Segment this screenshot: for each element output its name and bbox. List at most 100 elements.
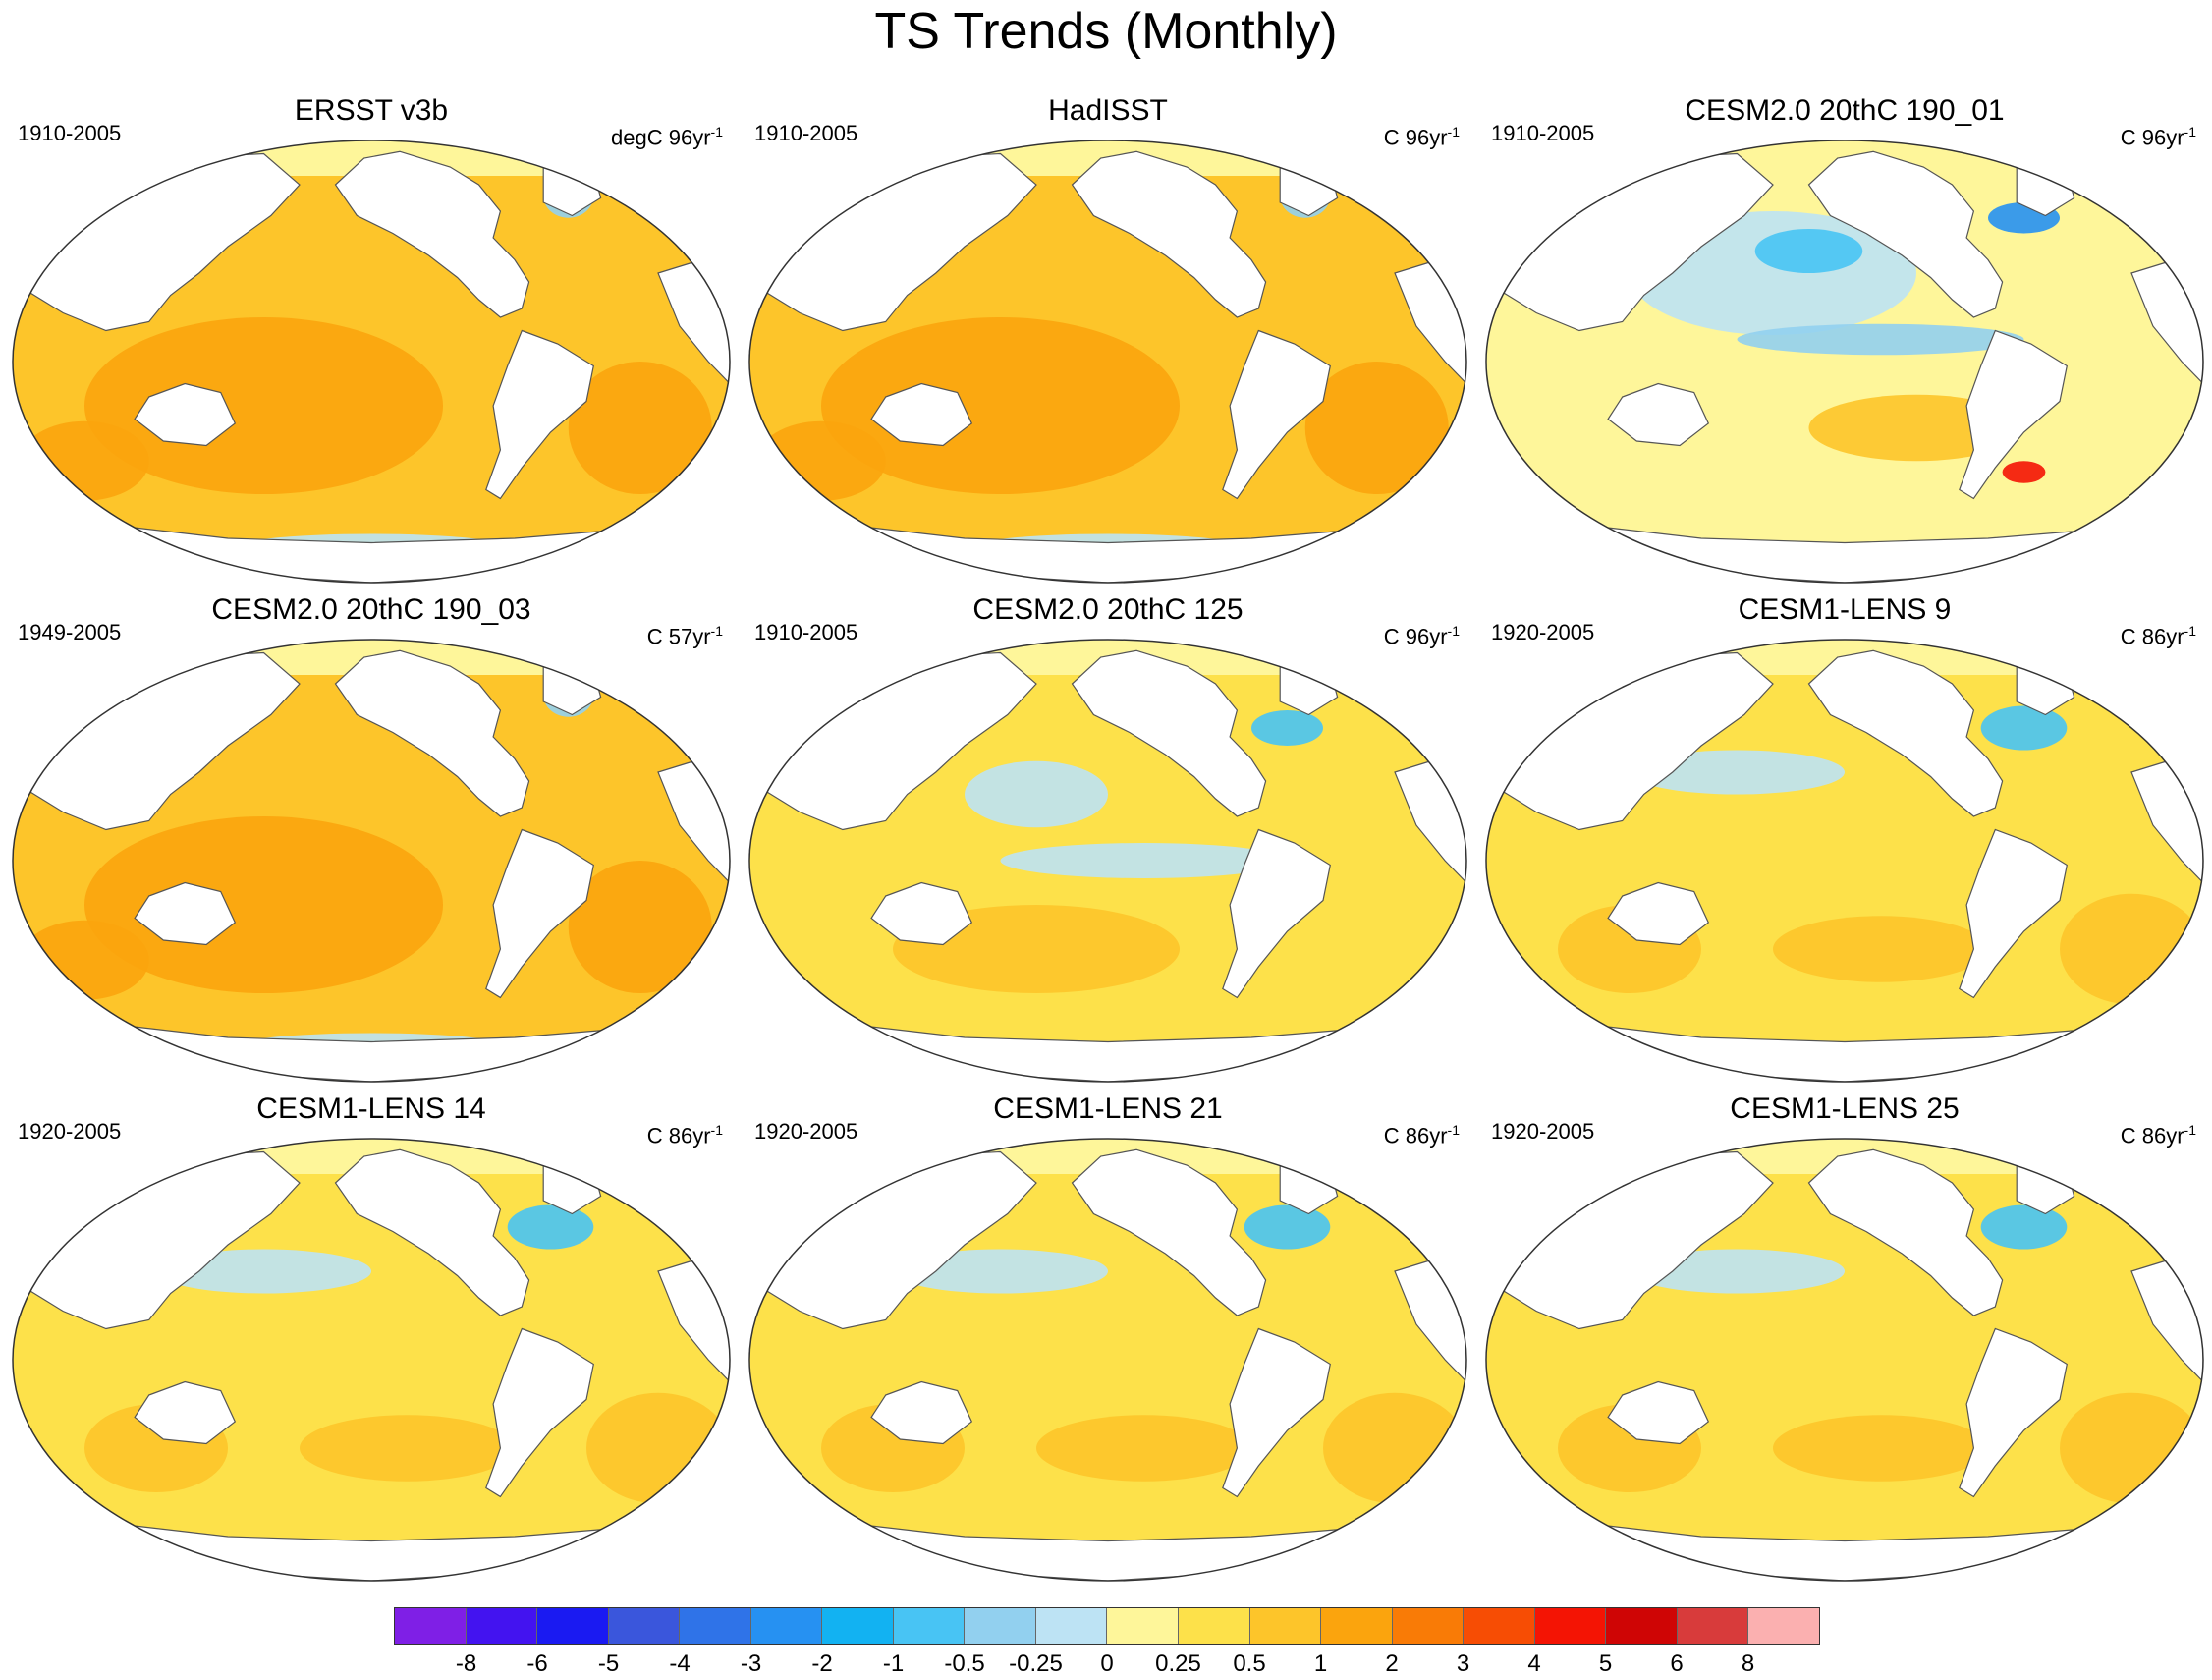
trend-anomaly-region: [1304, 362, 1449, 494]
colorbar-tick-label: -1: [882, 1651, 905, 1677]
colorbar-swatch: [1606, 1608, 1678, 1644]
map-border: [1485, 140, 2204, 584]
map-border: [1485, 639, 2204, 1083]
trend-anomaly-region: [20, 420, 149, 501]
landmass-australia: [134, 881, 237, 946]
landmass-south-america: [485, 1327, 594, 1498]
landmass-australia: [1607, 1380, 1710, 1445]
map-border: [748, 639, 1467, 1083]
units-text: C 86yr: [2120, 624, 2184, 649]
colorbar-tick-label: 5: [1598, 1651, 1613, 1677]
units-exponent: -1: [710, 1122, 723, 1138]
trend-anomaly-region: [586, 1392, 730, 1504]
panel-units: C 86yr-1: [647, 1115, 723, 1150]
units-exponent: -1: [710, 623, 723, 639]
units-exponent: -1: [1447, 623, 1460, 639]
units-text: C 96yr: [1383, 624, 1448, 649]
colorbar-tick-label: 0: [1100, 1651, 1114, 1677]
colorbar-tick-label: -2: [811, 1651, 833, 1677]
units-text: C 86yr: [646, 1123, 711, 1148]
map-panel: CESM2.0 20thC 190_03 1949-2005 C 57yr-1: [8, 592, 735, 1084]
trend-anomaly-region: [756, 420, 886, 501]
units-text: C 96yr: [2120, 125, 2184, 150]
panel-period: 1949-2005: [18, 620, 122, 644]
colorbar-swatch: [750, 1608, 823, 1644]
landmass-south-america: [1959, 329, 2068, 500]
map-panel: CESM1-LENS 14 1920-2005 C 86yr-1: [8, 1092, 735, 1583]
map-panel: CESM1-LENS 21 1920-2005 C 86yr-1: [745, 1092, 1471, 1583]
map-border: [1485, 1138, 2204, 1582]
trend-anomaly-region: [84, 317, 443, 494]
panel-title: CESM2.0 20thC 190_03: [211, 593, 531, 626]
landmass-north-america: [334, 1148, 530, 1316]
trend-anomaly-region: [2060, 1392, 2203, 1504]
landmass-south-america: [1222, 1327, 1331, 1498]
panel-units: C 86yr-1: [1384, 1115, 1460, 1150]
panel-title: CESM2.0 20thC 125: [972, 593, 1244, 626]
colorbar-swatch: [1748, 1608, 1819, 1644]
map-border: [748, 140, 1467, 584]
colorbar-swatch: [893, 1608, 966, 1644]
colorbar-swatch: [537, 1608, 609, 1644]
units-exponent: -1: [2184, 623, 2196, 639]
trend-anomaly-region: [1980, 1204, 2068, 1250]
colorbar-swatch: [608, 1608, 681, 1644]
trend-anomaly-region: [1773, 1415, 1988, 1482]
trend-anomaly-region: [2002, 461, 2046, 483]
map-panel: ERSST v3b 1910-2005 degC 96yr-1: [8, 93, 735, 585]
units-exponent: -1: [1447, 1122, 1460, 1138]
units-exponent: -1: [710, 124, 723, 140]
colorbar-swatch: [1035, 1608, 1108, 1644]
projected-map: [12, 1138, 731, 1582]
colorbar-tick-label: 3: [1456, 1651, 1470, 1677]
colorbar-swatch: [1677, 1608, 1749, 1644]
trend-anomaly-region: [568, 362, 712, 494]
landmass-south-america: [485, 828, 594, 999]
landmass-north-america: [334, 649, 530, 817]
trend-anomaly-region: [821, 317, 1180, 494]
colorbar-tick-label: -5: [597, 1651, 620, 1677]
colorbar-swatch: [965, 1608, 1036, 1644]
colorbar-swatch: [1107, 1608, 1180, 1644]
trend-anomaly-region: [1737, 323, 2024, 356]
trend-anomaly-region: [507, 1204, 594, 1250]
colorbar-swatch: [1321, 1608, 1393, 1644]
colorbar-swatch: [1179, 1608, 1250, 1644]
landmass-australia: [134, 1380, 237, 1445]
landmass-north-america: [1807, 1148, 2004, 1316]
colorbar-tick-label: 0.25: [1155, 1651, 1201, 1677]
colorbar-swatch: [466, 1608, 538, 1644]
landmass-australia: [1607, 382, 1710, 447]
map-panel: CESM1-LENS 25 1920-2005 C 86yr-1: [1481, 1092, 2208, 1583]
panel-units: C 86yr-1: [2121, 616, 2196, 651]
units-text: degC 96yr: [611, 125, 711, 150]
trend-anomaly-region: [84, 816, 443, 993]
map-panel: CESM1-LENS 9 1920-2005 C 86yr-1: [1481, 592, 2208, 1084]
panel-title: CESM1-LENS 14: [256, 1092, 486, 1125]
panel-period: 1910-2005: [18, 121, 122, 145]
projected-map: [12, 140, 731, 584]
colorbar-tick-label: 2: [1385, 1651, 1399, 1677]
landmass-south-america: [1222, 329, 1331, 500]
panel-period: 1920-2005: [1491, 1119, 1595, 1144]
projected-map: [748, 639, 1467, 1083]
panel-units: C 86yr-1: [2121, 1115, 2196, 1150]
projected-map: [748, 140, 1467, 584]
colorbar-swatch: [822, 1608, 894, 1644]
panel-period: 1920-2005: [754, 1119, 858, 1144]
projected-map: [748, 1138, 1467, 1582]
colorbar-tick-label: 8: [1741, 1651, 1755, 1677]
colorbar-tick-label: 6: [1670, 1651, 1684, 1677]
trend-anomaly-region: [1980, 705, 2068, 751]
panel-period: 1910-2005: [1491, 121, 1595, 145]
colorbar-tick-label: -0.5: [944, 1651, 985, 1677]
units-text: C 96yr: [1383, 125, 1448, 150]
panel-title: HadISST: [1048, 94, 1168, 127]
trend-anomaly-region: [2060, 893, 2203, 1005]
panel-period: 1920-2005: [18, 1119, 122, 1144]
panel-units: C 57yr-1: [647, 616, 723, 651]
landmass-australia: [870, 1380, 973, 1445]
units-text: C 57yr: [646, 624, 711, 649]
map-border: [12, 639, 731, 1083]
trend-anomaly-region: [300, 1415, 515, 1482]
